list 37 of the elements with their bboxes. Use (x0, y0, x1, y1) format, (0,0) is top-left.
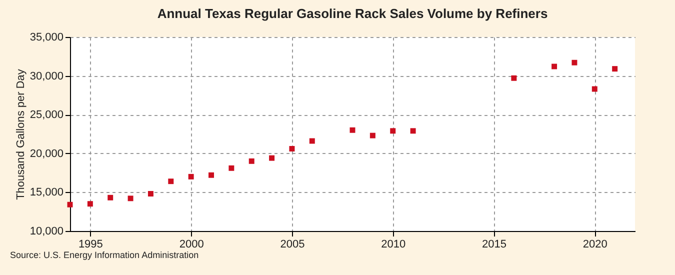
y-tick-label: 30,000 (30, 70, 64, 82)
x-tick-label: 1995 (78, 238, 103, 250)
x-tick-label: 2000 (179, 238, 204, 250)
point (128, 196, 134, 202)
y-tick-label: 15,000 (30, 186, 64, 199)
point (390, 128, 396, 134)
x-tick-label: 2005 (280, 238, 305, 250)
x-tick-label: 2020 (582, 238, 608, 250)
y-tick-label: 35,000 (30, 32, 64, 44)
point (309, 138, 315, 144)
point (612, 66, 618, 72)
point (228, 165, 234, 171)
point (370, 132, 376, 138)
point (188, 174, 194, 180)
source-note: Source: U.S. Energy Information Administration (10, 250, 199, 260)
point (289, 146, 295, 152)
point (148, 191, 154, 196)
point (67, 202, 73, 208)
y-tick-label: 25,000 (30, 109, 64, 122)
point (269, 155, 275, 161)
point (552, 64, 558, 70)
chart-title: Annual Texas Regular Gasoline Rack Sales Volume by Refiners (157, 6, 548, 21)
point (572, 60, 578, 66)
y-tick-label: 20,000 (30, 148, 64, 160)
point (208, 172, 214, 178)
point (410, 128, 416, 134)
x-tick-label: 2010 (381, 238, 406, 250)
point (511, 75, 517, 81)
y-axis-title: Thousand Gallons per Day (14, 68, 27, 200)
point (592, 86, 598, 92)
point (248, 158, 254, 164)
x-tick-label: 2015 (482, 238, 506, 250)
point (168, 178, 174, 184)
point (108, 194, 114, 200)
point (350, 127, 356, 133)
y-tick-label: 10,000 (30, 226, 64, 238)
point (87, 201, 93, 207)
